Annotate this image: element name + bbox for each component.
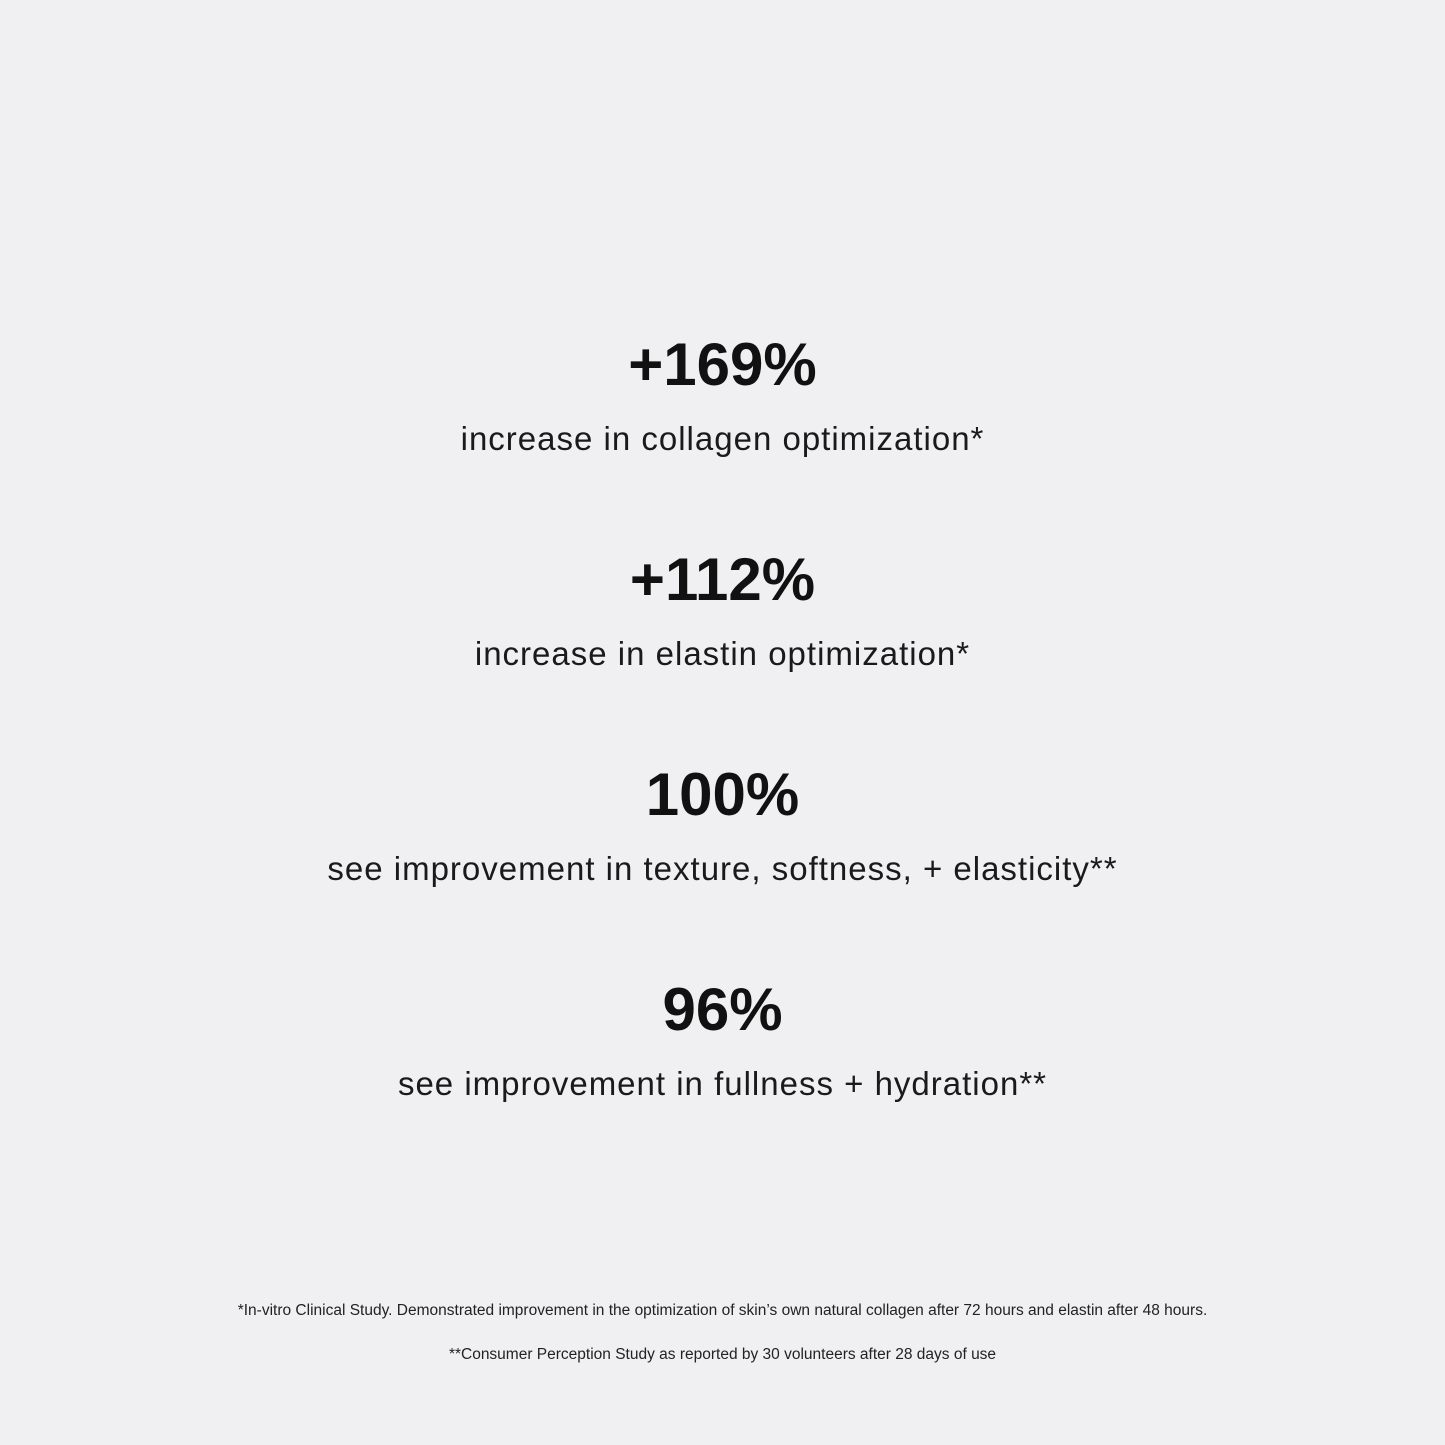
- stat-description-hydration: see improvement in fullness + hydration*…: [397, 1065, 1048, 1102]
- stat-value-collagen: +169%: [628, 331, 817, 398]
- stat-description-texture: see improvement in texture, softness, + …: [327, 850, 1118, 887]
- footnote-clinical-study: *In-vitro Clinical Study. Demonstrated i…: [237, 1302, 1208, 1319]
- stat-value-texture: 100%: [645, 761, 800, 828]
- stat-value-elastin: +112%: [629, 546, 816, 613]
- stat-description-collagen: increase in collagen optimization*: [460, 420, 985, 457]
- stat-description-elastin: increase in elastin optimization*: [474, 635, 971, 672]
- stat-value-hydration: 96%: [662, 976, 783, 1043]
- footnote-consumer-study: **Consumer Perception Study as reported …: [448, 1346, 997, 1363]
